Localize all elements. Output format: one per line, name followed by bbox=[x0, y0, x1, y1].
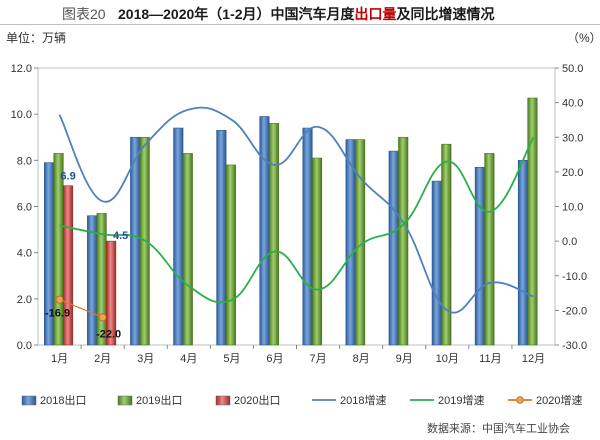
data-label: -22.0 bbox=[96, 328, 121, 340]
line-2018增速 bbox=[58, 106, 534, 314]
legend-label: 2018增速 bbox=[340, 393, 386, 407]
marker-2020增速 bbox=[55, 295, 64, 304]
right-axis-tick-label: 10.0 bbox=[562, 202, 583, 214]
x-axis-tick-label: 12月 bbox=[522, 353, 545, 365]
plot-area: 0.0 2.0 4.0 6.0 8.0 10.0 12.0 -30.0 -20.0 -10.0 0.… bbox=[11, 63, 588, 407]
x-axis-tick-label: 9月 bbox=[396, 353, 413, 365]
x-axis-tick-label: 2月 bbox=[94, 353, 111, 365]
left-axis-tick-label: 0.0 bbox=[17, 340, 32, 352]
bar-2019出口 bbox=[441, 143, 452, 346]
bar-2019出口 bbox=[398, 136, 409, 346]
bar-2019出口 bbox=[268, 123, 280, 346]
bar-2020出口 bbox=[62, 185, 74, 346]
chart-title: 2018—2020年（1-2月）中国汽车月度出口量及同比增速情况 bbox=[118, 4, 495, 24]
left-axis-tick-label: 10.0 bbox=[11, 109, 32, 121]
right-axis-tick-label: 50.0 bbox=[562, 63, 583, 75]
chart-title-part1: 2018—2020年（1-2月）中国汽车月度 bbox=[118, 6, 355, 22]
x-axis-tick-label: 11月 bbox=[479, 353, 501, 365]
legend-swatch bbox=[117, 395, 133, 406]
left-axis-tick-label: 8.0 bbox=[17, 155, 32, 167]
title-bar: 图表20 2018—2020年（1-2月）中国汽车月度出口量及同比增速情况 bbox=[0, 0, 600, 25]
bar-2019出口 bbox=[484, 153, 495, 346]
left-axis-tick-label: 4.0 bbox=[17, 248, 32, 260]
data-label: 4.5 bbox=[113, 230, 128, 242]
legend-label: 2020出口 bbox=[234, 393, 280, 407]
left-axis-unit: 单位：万辆 bbox=[6, 31, 67, 45]
legend-label: 2019出口 bbox=[136, 393, 182, 407]
x-axis-tick-label: 8月 bbox=[353, 353, 370, 365]
bar-2018出口 bbox=[130, 136, 141, 346]
x-axis-tick-label: 3月 bbox=[137, 353, 154, 365]
right-axis-tick-label: 30.0 bbox=[562, 132, 583, 144]
legend-swatch bbox=[215, 395, 231, 406]
right-axis-tick-label: -20.0 bbox=[562, 305, 587, 317]
x-axis-tick-label: 6月 bbox=[266, 353, 283, 365]
marker-2020增速 bbox=[98, 313, 107, 322]
x-axis-tick-label: 4月 bbox=[180, 353, 197, 365]
bar-2018出口 bbox=[302, 127, 313, 346]
x-axis-tick-label: 7月 bbox=[309, 353, 326, 365]
line-2019增速 bbox=[59, 136, 535, 304]
right-axis-tick-label: 20.0 bbox=[562, 167, 583, 179]
x-axis-tick-label: 1月 bbox=[51, 353, 68, 365]
legend-swatch bbox=[21, 395, 37, 406]
right-axis-tick-label: -10.0 bbox=[562, 271, 587, 283]
right-axis-tick-label: 0.0 bbox=[562, 236, 577, 248]
bar-2019出口 bbox=[225, 164, 236, 346]
bar-2018出口 bbox=[517, 160, 529, 346]
x-axis-tick-label: 10月 bbox=[436, 353, 459, 365]
left-axis-tick-label: 12.0 bbox=[11, 63, 32, 75]
data-label: -16.9 bbox=[45, 308, 70, 320]
bar-2018出口 bbox=[216, 130, 227, 346]
bar-2018出口 bbox=[259, 116, 270, 346]
right-axis-tick-label: -30.0 bbox=[562, 340, 587, 352]
legend-marker bbox=[516, 396, 524, 404]
left-axis-tick-label: 6.0 bbox=[17, 202, 32, 214]
bar-2018出口 bbox=[388, 150, 399, 346]
bar-2019出口 bbox=[182, 153, 193, 346]
bar-2018出口 bbox=[173, 127, 184, 346]
x-axis-tick-label: 5月 bbox=[223, 353, 240, 365]
left-axis-tick-label: 2.0 bbox=[17, 294, 32, 306]
data-label: 6.9 bbox=[60, 171, 75, 183]
right-axis-unit: （%） bbox=[567, 31, 600, 45]
legend-label: 2018出口 bbox=[40, 393, 86, 407]
legend-label: 2019增速 bbox=[438, 393, 484, 407]
bar-2020出口 bbox=[106, 240, 117, 346]
chart-title-highlight: 出口量 bbox=[354, 6, 397, 22]
bar-2018出口 bbox=[87, 215, 98, 346]
bar-2019出口 bbox=[527, 97, 538, 346]
figure-number: 图表20 bbox=[62, 6, 106, 22]
right-axis-tick-label: 40.0 bbox=[562, 98, 583, 110]
chart-title-part2: 及同比增速情况 bbox=[396, 6, 495, 22]
bar-2018出口 bbox=[431, 180, 442, 346]
bar-2018出口 bbox=[474, 166, 485, 346]
legend-label: 2020增速 bbox=[536, 393, 582, 407]
bar-2019出口 bbox=[311, 157, 323, 346]
data-source: 数据来源：中国汽车工业协会 bbox=[427, 423, 570, 435]
